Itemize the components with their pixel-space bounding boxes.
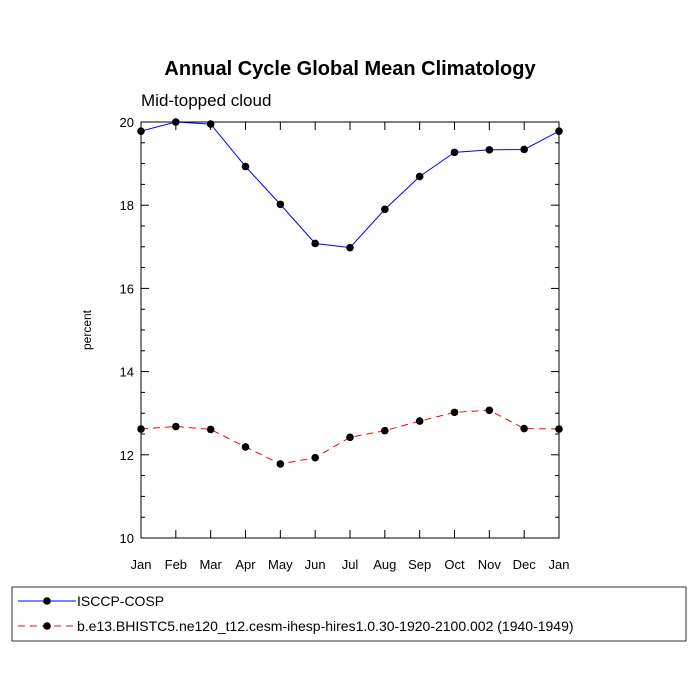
chart-title: Annual Cycle Global Mean Climatology bbox=[164, 58, 536, 80]
legend-label-1: ISCCP-COSP bbox=[77, 593, 164, 609]
y-axis-label: percent bbox=[80, 309, 94, 350]
x-tick-label: Mar bbox=[199, 557, 222, 572]
y-tick-label: 18 bbox=[120, 198, 134, 213]
legend-items: ISCCP-COSP b.e13.BHISTC5.ne120_t12.cesm-i… bbox=[18, 593, 574, 634]
legend-marker-1 bbox=[43, 597, 51, 605]
series-1-point bbox=[450, 148, 459, 157]
x-tick-label: Jan bbox=[131, 557, 152, 572]
series-2-point bbox=[276, 460, 285, 468]
x-tick-label: Jan bbox=[549, 557, 570, 572]
x-tick-label: Feb bbox=[165, 557, 187, 572]
series-1-point bbox=[415, 172, 424, 181]
series-2-point bbox=[137, 425, 145, 433]
series-2-point bbox=[381, 426, 389, 435]
x-axis: Jan Feb Mar Apr May Jun Jul Aug Sep Oct Nov Dec Jan bbox=[131, 122, 570, 572]
series-2-point bbox=[206, 425, 215, 434]
legend-marker-2 bbox=[43, 622, 51, 630]
series-2-point bbox=[172, 422, 180, 431]
series-layer bbox=[137, 118, 563, 468]
series-1-point bbox=[137, 127, 145, 135]
x-tick-label: Jun bbox=[305, 557, 326, 572]
series-2-point bbox=[555, 425, 563, 433]
series-2-point bbox=[346, 433, 354, 442]
series-2-point bbox=[450, 408, 459, 417]
chart-subtitle: Mid-topped cloud bbox=[141, 91, 271, 110]
series-2-point bbox=[485, 406, 494, 415]
x-tick-label: Oct bbox=[444, 557, 465, 572]
series-1-point bbox=[485, 146, 494, 154]
y-tick-label: 10 bbox=[120, 531, 134, 546]
x-tick-label: Dec bbox=[513, 557, 537, 572]
x-tick-label: May bbox=[268, 557, 293, 572]
series-line-1 bbox=[140, 121, 560, 249]
series-1-point bbox=[346, 243, 354, 252]
x-tick-label: Jul bbox=[342, 557, 359, 572]
series-2-point bbox=[520, 424, 528, 433]
series-1-point bbox=[276, 200, 285, 209]
y-tick-label: 16 bbox=[120, 281, 134, 296]
legend-label-2: b.e13.BHISTC5.ne120_t12.cesm-ihesp-hires… bbox=[77, 618, 574, 634]
series-1-point bbox=[520, 145, 528, 154]
series-2-point bbox=[311, 453, 319, 462]
series-1-point bbox=[311, 239, 319, 248]
y-tick-label: 12 bbox=[120, 448, 134, 463]
series-2-point bbox=[241, 443, 250, 451]
y-tick-label: 14 bbox=[120, 365, 134, 380]
x-tick-label: Nov bbox=[478, 557, 502, 572]
y-tick-label: 20 bbox=[120, 115, 134, 130]
series-1-point bbox=[555, 127, 563, 135]
series-1-point bbox=[241, 162, 250, 171]
series-1-point bbox=[381, 205, 389, 214]
series-1-point bbox=[206, 120, 215, 128]
series-1-point bbox=[172, 118, 180, 126]
legend bbox=[11, 586, 687, 642]
x-tick-label: Aug bbox=[373, 557, 396, 572]
y-axis: 10 12 14 16 18 20 bbox=[120, 115, 559, 546]
x-tick-label: Apr bbox=[235, 557, 256, 572]
plot-frame bbox=[140, 121, 560, 539]
series-2-point bbox=[415, 417, 424, 425]
x-tick-label: Sep bbox=[408, 557, 431, 572]
